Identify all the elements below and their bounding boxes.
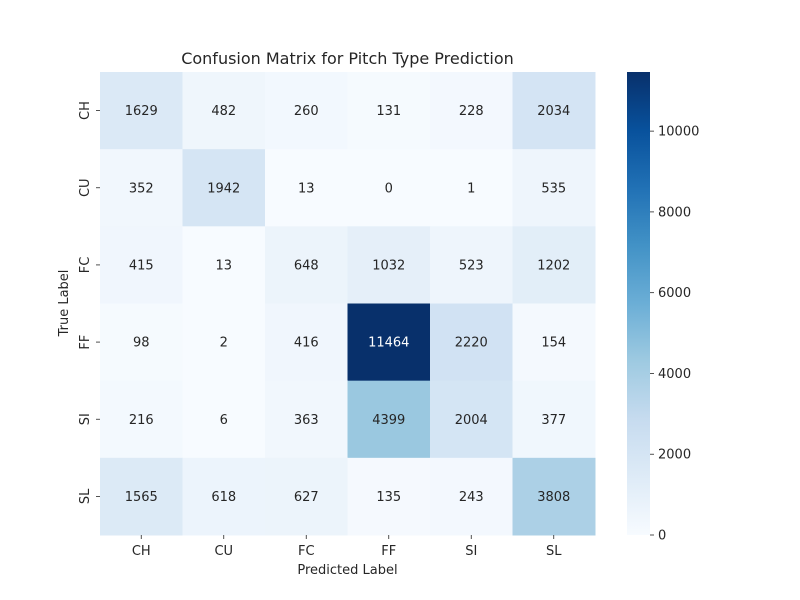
heatmap-cell [182,303,266,382]
heatmap-cell [100,226,183,304]
heatmap-cell [100,457,183,536]
cell-value-label: 131 [376,104,401,119]
heatmap-cell [512,149,596,227]
heatmap-cell [100,72,183,150]
cell-value-label: 135 [376,490,401,505]
heatmap-cell [182,72,266,150]
y-tick-label: CH [78,101,93,120]
heatmap-cell [182,380,266,459]
colorbar-tick-label: 0 [658,529,666,544]
heatmap-cell [347,72,431,150]
cell-value-label: 0 [385,181,393,196]
cell-value-label: 228 [459,104,484,119]
cell-value-label: 1629 [125,104,158,119]
y-tick-label: FC [78,257,93,274]
cell-value-label: 523 [459,258,484,273]
heatmap-cell [347,149,431,227]
cell-value-label: 2 [220,336,228,351]
heatmap-cell [430,226,513,304]
colorbar-tick-label: 8000 [658,205,691,220]
heatmap-cell [512,72,596,150]
x-tick-label: SL [546,544,562,559]
cell-value-label: 1942 [207,181,240,196]
cell-value-label: 2220 [455,336,488,351]
heatmap-cell [182,149,266,227]
cell-value-label: 260 [294,104,319,119]
cell-value-label: 13 [215,258,232,273]
heatmap-cell [430,149,513,227]
heatmap-cell [265,72,348,150]
heatmap-cell [265,380,348,459]
cell-value-label: 2034 [537,104,570,119]
x-axis-label: Predicted Label [297,563,397,578]
heatmap-cell [265,457,348,536]
colorbar-tick-label: 10000 [658,125,699,140]
cell-value-label: 216 [129,413,154,428]
heatmap-cell [100,303,183,382]
cell-value-label: 352 [129,181,154,196]
x-tick-label: SI [465,544,477,559]
heatmap-cell [265,303,348,382]
x-axis-ticks: CH CU FC FF SI SL [132,535,562,559]
heatmap-cell [182,457,266,536]
cell-value-label: 98 [133,336,150,351]
heatmap-cells: 1629 482 260 131 228 2034 352 1942 13 0 1 535 415 13 6… [100,72,596,536]
heatmap-cell [182,226,266,304]
heatmap-cell [512,226,596,304]
cell-value-label: 535 [541,181,566,196]
colorbar-tick-label: 6000 [658,286,691,301]
heatmap-cell [347,226,431,304]
cell-value-label: 415 [129,258,154,273]
heatmap-cell [512,380,596,459]
y-tick-label: CU [78,178,93,197]
heatmap-cell [347,303,431,382]
y-tick-label: SI [78,413,93,425]
heatmap-cell [347,457,431,536]
colorbar-tick-label: 2000 [658,448,691,463]
colorbar [627,72,650,535]
heatmap-cell [430,380,513,459]
y-axis-ticks: CH CU FC FF SI SL [78,101,100,504]
cell-value-label: 1202 [537,258,570,273]
x-tick-label: CH [132,544,151,559]
cell-value-label: 11464 [368,336,409,351]
heatmap-cell [430,457,513,536]
x-tick-label: CU [214,544,233,559]
colorbar-ticks: 0 2000 4000 6000 8000 10000 [650,125,699,544]
cell-value-label: 416 [294,336,319,351]
cell-value-label: 2004 [455,413,488,428]
y-axis-label: True Label [57,270,72,338]
cell-value-label: 154 [541,336,566,351]
heatmap-cell [512,457,596,536]
cell-value-label: 377 [541,413,566,428]
cell-value-label: 1032 [372,258,405,273]
cell-value-label: 1 [467,181,475,196]
y-tick-label: FF [78,335,93,350]
heatmap-cell [265,149,348,227]
cell-value-label: 627 [294,490,319,505]
cell-value-label: 618 [211,490,236,505]
cell-value-label: 3808 [537,490,570,505]
cell-value-label: 363 [294,413,319,428]
heatmap-cell [430,303,513,382]
heatmap-cell [512,303,596,382]
x-tick-label: FF [381,544,396,559]
cell-value-label: 482 [211,104,236,119]
heatmap-cell [100,380,183,459]
cell-value-label: 648 [294,258,319,273]
cell-value-label: 6 [220,413,228,428]
cell-value-label: 13 [298,181,315,196]
colorbar-tick-label: 4000 [658,367,691,382]
y-tick-label: SL [78,488,93,504]
x-tick-label: FC [298,544,315,559]
chart-title: Confusion Matrix for Pitch Type Predicti… [181,49,514,68]
heatmap-cell [265,226,348,304]
cell-value-label: 4399 [372,413,405,428]
cell-value-label: 1565 [125,490,158,505]
heatmap-cell [347,380,431,459]
heatmap-cell [430,72,513,150]
heatmap-cell [100,149,183,227]
cell-value-label: 243 [459,490,484,505]
